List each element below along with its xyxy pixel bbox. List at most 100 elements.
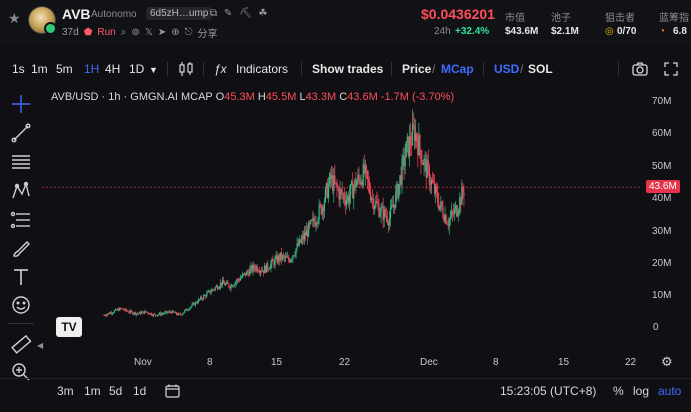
web-icon[interactable]: ⊕ [171, 27, 180, 38]
chart-settings-gear-icon[interactable]: ⚙ [661, 354, 673, 369]
legend-l-value: 43.3M [305, 91, 337, 103]
interval-dropdown-icon[interactable]: ▼ [149, 65, 158, 75]
candle-body [240, 277, 243, 279]
candle-body [183, 312, 185, 314]
interval-1d[interactable]: 1D [129, 62, 145, 76]
contract-address[interactable]: 6d5zH…ump [146, 7, 213, 20]
brush-icon[interactable] [10, 238, 32, 260]
candle-body [436, 186, 438, 192]
indicators-icon[interactable]: ƒx [214, 62, 227, 76]
share-label[interactable]: 分享 [197, 29, 218, 40]
bottom-bar: 3m 1m 5d 1d 15:23:05 (UTC+8) % log auto [0, 378, 691, 402]
candle-body [224, 283, 226, 286]
range-3m[interactable]: 3m [57, 384, 74, 398]
clock-time[interactable]: 15:23:05 (UTC+8) [500, 384, 597, 398]
show-trades-button[interactable]: Show trades [312, 62, 384, 76]
candle-body [292, 255, 294, 259]
indicators-button[interactable]: Indicators [236, 62, 289, 76]
candle-type-icon[interactable] [178, 62, 194, 79]
candle-body [332, 175, 334, 192]
trend-line-icon[interactable] [10, 122, 32, 144]
run-label[interactable]: Run [97, 27, 116, 38]
range-5d[interactable]: 5d [109, 384, 123, 398]
candle-body [165, 311, 167, 313]
candle-body [398, 184, 400, 198]
candle-body [364, 165, 366, 174]
candle-body [371, 198, 373, 201]
candle-body [319, 204, 321, 206]
sol-toggle[interactable]: SOL [528, 62, 553, 76]
toolbar-divider [483, 62, 484, 76]
candle-body [127, 311, 129, 313]
range-1m[interactable]: 1m [84, 384, 101, 398]
candle-body [115, 309, 118, 311]
interval-1s[interactable]: 1s [12, 62, 25, 76]
candle-body [346, 196, 349, 200]
candle-body [225, 283, 227, 286]
header-link-icons[interactable]: ⧉ ✎ ⛏ ☘ [210, 8, 270, 19]
text-tool-icon[interactable] [10, 266, 32, 288]
share-icon[interactable]: ⎋ [184, 27, 193, 38]
candle-body [352, 181, 354, 199]
interval-5m[interactable]: 5m [56, 62, 73, 76]
camera-icon[interactable] [632, 62, 648, 79]
toolbar-divider [618, 62, 619, 76]
candle-body [338, 189, 340, 200]
candle-body [450, 211, 452, 217]
candle-body [232, 285, 234, 287]
pattern-tool-icon[interactable] [10, 180, 32, 202]
interval-1h[interactable]: 1H [84, 62, 100, 76]
log-toggle[interactable]: log [633, 384, 650, 398]
candle-body [285, 256, 288, 258]
candle-body [380, 207, 382, 215]
x-tick-label: 22 [625, 357, 637, 368]
favorite-star-icon[interactable]: ★ [8, 10, 21, 26]
telegram-icon[interactable]: ➤ [157, 27, 167, 38]
candle-body [453, 208, 456, 214]
candle-body [112, 312, 115, 314]
candle-body [427, 160, 429, 167]
candle-body [254, 268, 256, 270]
ohlc-legend: AVB/USD · 1h · GMGN.AI MCAP O45.3M H45.5… [51, 91, 454, 103]
horizontal-lines-icon[interactable] [10, 151, 32, 173]
mcap-toggle[interactable]: MCap [441, 62, 474, 76]
candle-body [366, 170, 369, 180]
candle-body [354, 179, 356, 188]
candle-body [204, 295, 206, 297]
candle-body [168, 311, 170, 313]
interval-4h[interactable]: 4H [105, 62, 121, 76]
candle-body [395, 191, 397, 208]
candle-body [274, 258, 276, 266]
search-icon[interactable]: ⌕ [120, 27, 127, 38]
candle-body [291, 258, 293, 260]
current-price: $0.0436201 [421, 6, 495, 22]
token-avatar [28, 6, 57, 35]
zoom-icon[interactable] [10, 361, 32, 383]
x-tick-label: 22 [339, 357, 351, 368]
calendar-goto-icon[interactable] [165, 384, 180, 401]
globe-icon[interactable]: ⊚ [131, 27, 140, 38]
fullscreen-icon[interactable] [664, 62, 678, 79]
auto-scale-toggle[interactable]: auto [658, 384, 682, 398]
candlestick-chart[interactable] [42, 88, 642, 346]
candle-body [119, 307, 121, 311]
x-social-icon[interactable]: 𝕏 [144, 27, 153, 38]
percent-toggle[interactable]: % [613, 384, 624, 398]
candle-body [342, 194, 344, 196]
ruler-expand-icon[interactable]: ◀ [37, 341, 44, 350]
ruler-icon[interactable] [10, 333, 32, 355]
candle-body [178, 313, 181, 315]
price-toggle[interactable]: Price [402, 62, 432, 76]
candle-body [389, 207, 392, 219]
candle-body [186, 309, 188, 311]
candle-body [324, 188, 327, 202]
emoji-icon[interactable] [10, 294, 32, 316]
legend-o-value: 45.3M [224, 91, 255, 103]
usd-toggle[interactable]: USD [494, 62, 520, 76]
range-1d[interactable]: 1d [133, 384, 147, 398]
crosshair-icon[interactable] [10, 93, 32, 115]
fib-tool-icon[interactable] [10, 209, 32, 231]
candle-body [190, 306, 192, 308]
interval-1m[interactable]: 1m [31, 62, 48, 76]
x-tick-label: 8 [493, 357, 499, 368]
